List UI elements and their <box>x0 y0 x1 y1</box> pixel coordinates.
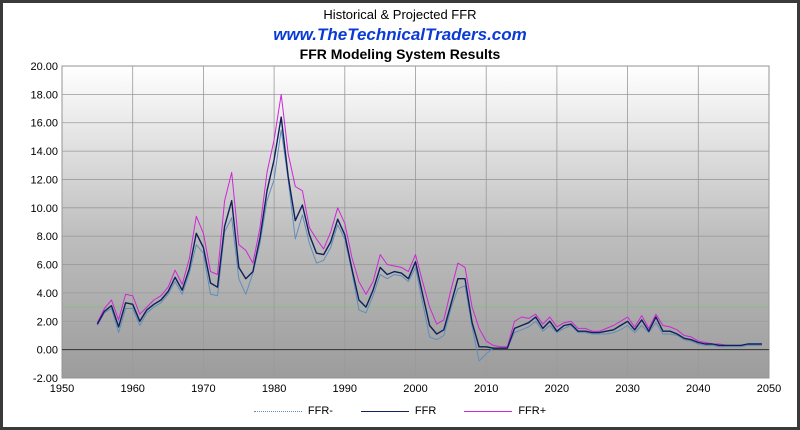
x-tick-label: 1980 <box>262 383 286 395</box>
y-tick-label: 4.00 <box>37 288 58 300</box>
legend-item-ffr-minus: FFR- <box>253 405 333 417</box>
series-ffr-plus <box>96 93 762 348</box>
legend: FFR- FFR FFR+ <box>3 405 797 417</box>
legend-item-ffr: FFR <box>360 405 437 417</box>
y-tick-label: 20.00 <box>30 61 58 73</box>
line-chart: 20.00 18.00 16.00 14.00 12.00 10.00 8.00 6.00 4.… <box>30 61 781 395</box>
legend-label-ffr-plus: FFR+ <box>518 405 547 417</box>
x-tick-label: 1950 <box>50 383 74 395</box>
x-tick-label: 1990 <box>333 383 357 395</box>
x-tick-label: 2020 <box>545 383 569 395</box>
y-tick-label: 18.00 <box>30 89 58 101</box>
x-axis: 1950 1960 1970 1980 1990 2000 2010 2020 2030 2040… <box>50 383 781 395</box>
y-tick-label: -2.00 <box>33 373 58 385</box>
grid-lines <box>61 65 770 379</box>
legend-swatch-ffr-minus <box>253 410 302 412</box>
series-ffr-minus <box>96 129 762 362</box>
series-lines <box>96 93 762 362</box>
y-axis: 20.00 18.00 16.00 14.00 12.00 10.00 8.00 6.00 4.… <box>30 61 58 385</box>
chart-subtitle: FFR Modeling System Results <box>299 46 501 62</box>
legend-swatch-ffr-plus <box>464 410 513 412</box>
x-tick-label: 2050 <box>757 383 781 395</box>
y-tick-label: 8.00 <box>37 231 58 243</box>
legend-swatch-ffr <box>360 410 409 412</box>
y-tick-label: 2.00 <box>37 316 58 328</box>
x-tick-label: 2030 <box>615 383 639 395</box>
x-tick-label: 2040 <box>686 383 710 395</box>
series-ffr <box>96 116 762 349</box>
x-tick-label: 1970 <box>191 383 215 395</box>
y-tick-label: 10.00 <box>30 203 58 215</box>
x-tick-label: 2010 <box>474 383 498 395</box>
y-tick-label: 12.00 <box>30 174 58 186</box>
y-tick-label: 0.00 <box>37 345 58 357</box>
legend-label-ffr: FFR <box>414 405 437 417</box>
y-tick-label: 16.00 <box>30 118 58 130</box>
legend-item-ffr-plus: FFR+ <box>464 405 546 417</box>
website-link[interactable]: www.TheTechnicalTraders.com <box>273 25 527 44</box>
y-tick-label: 6.00 <box>37 260 58 272</box>
x-tick-label: 1960 <box>120 383 144 395</box>
legend-label-ffr-minus: FFR- <box>307 405 333 417</box>
chart-title: Historical & Projected FFR <box>323 7 477 22</box>
y-tick-label: 14.00 <box>30 146 58 158</box>
x-tick-label: 2000 <box>403 383 427 395</box>
